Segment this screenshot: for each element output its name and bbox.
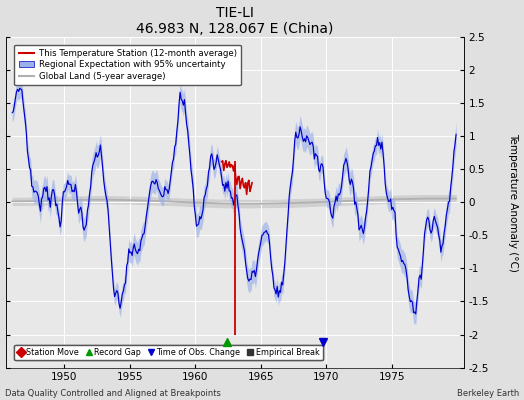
Text: Data Quality Controlled and Aligned at Breakpoints: Data Quality Controlled and Aligned at B… — [5, 389, 221, 398]
Y-axis label: Temperature Anomaly (°C): Temperature Anomaly (°C) — [508, 133, 518, 272]
Legend: Station Move, Record Gap, Time of Obs. Change, Empirical Break: Station Move, Record Gap, Time of Obs. C… — [14, 345, 323, 360]
Text: Berkeley Earth: Berkeley Earth — [456, 389, 519, 398]
Title: TIE-LI
46.983 N, 128.067 E (China): TIE-LI 46.983 N, 128.067 E (China) — [136, 6, 333, 36]
